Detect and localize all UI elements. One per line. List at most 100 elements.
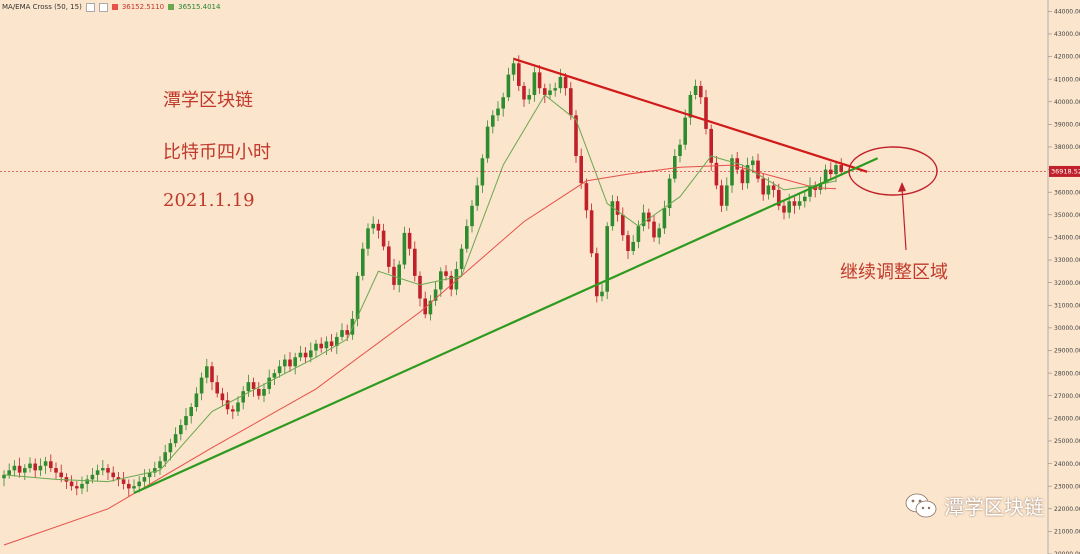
- indicator-settings-button[interactable]: [85, 2, 95, 12]
- candle-body: [839, 165, 843, 172]
- candle-body: [272, 373, 277, 378]
- callout-annotation: 继续调整区域: [840, 262, 948, 283]
- candle-body: [641, 212, 646, 227]
- y-tick-label: 31000.00: [1054, 302, 1080, 309]
- candle-body: [329, 341, 334, 346]
- candle-body: [381, 230, 386, 247]
- candle-body: [548, 90, 552, 95]
- candle-body: [667, 178, 672, 209]
- trendlines: [133, 57, 879, 494]
- y-tick-label: 34000.00: [1054, 235, 1080, 242]
- candle-body: [2, 474, 6, 479]
- candle-body: [173, 434, 178, 444]
- candle-body: [194, 393, 199, 408]
- candle-body: [298, 352, 303, 358]
- candle-body: [740, 169, 745, 184]
- candle-body: [215, 382, 219, 394]
- candle-body: [522, 85, 526, 100]
- candle-body: [745, 165, 750, 184]
- candle-body: [277, 366, 282, 374]
- candle-body: [766, 185, 771, 195]
- candle-body: [527, 94, 531, 100]
- watermark: 潭学区块链: [904, 491, 1044, 520]
- candle-body: [491, 115, 495, 127]
- candle-body: [688, 94, 693, 118]
- candle-body: [673, 156, 677, 179]
- candle-body: [797, 201, 802, 206]
- candle-body: [454, 269, 459, 290]
- candle-body: [444, 271, 448, 276]
- wechat-icon: [905, 493, 937, 517]
- candle-body: [220, 393, 225, 401]
- candle-body: [309, 350, 313, 358]
- candle-body: [324, 341, 329, 349]
- candle-body: [657, 228, 661, 238]
- indicator-close-button[interactable]: [98, 2, 108, 12]
- candle-body: [288, 359, 292, 367]
- y-tick-label: 38000.00: [1054, 144, 1080, 151]
- candle-body: [33, 463, 37, 471]
- candle-body: [574, 115, 578, 157]
- candle-body: [605, 226, 609, 292]
- candle-body: [38, 465, 43, 471]
- candlestick-series: [2, 55, 843, 497]
- y-tick-label: 33000.00: [1054, 257, 1080, 264]
- candle-body: [184, 416, 188, 426]
- candle-body: [693, 85, 698, 95]
- candle-body: [75, 486, 79, 489]
- candle-body: [257, 388, 261, 396]
- candle-body: [340, 330, 344, 337]
- candle-body: [709, 128, 713, 163]
- ma50-line: [3, 164, 837, 546]
- indicator-name: MA/EMA Cross (50, 15): [2, 3, 82, 11]
- candle-body: [7, 470, 11, 475]
- candle-body: [49, 461, 53, 469]
- candle-body: [626, 235, 630, 251]
- candle-body: [137, 481, 141, 487]
- candle-body: [589, 210, 594, 254]
- y-tick-label: 43000.00: [1054, 31, 1080, 38]
- candle-body: [485, 126, 490, 159]
- date-annotation: 2021.1.19: [163, 190, 255, 211]
- callout-arrow: [901, 187, 907, 251]
- candle-body: [17, 465, 22, 473]
- candle-body: [511, 63, 516, 75]
- y-tick-label: 29000.00: [1054, 348, 1080, 355]
- adjustment-zone-circle: [848, 146, 938, 196]
- watermark-text: 潭学区块链: [944, 495, 1044, 519]
- candle-body: [631, 241, 635, 251]
- candle-body: [361, 248, 365, 276]
- candle-body: [205, 366, 209, 378]
- price-axis[interactable]: 20000.00 21000.00 22000.00 23000.00 24000.00…: [1047, 0, 1080, 554]
- candle-body: [829, 169, 833, 175]
- candle-body: [823, 169, 828, 184]
- current-price-tag: 36918.52: [1049, 165, 1080, 177]
- candle-body: [563, 76, 568, 89]
- candle-body: [402, 232, 407, 265]
- candle-body: [69, 481, 74, 487]
- candle-body: [423, 298, 427, 315]
- candle-body: [142, 477, 147, 482]
- candle-body: [475, 185, 479, 206]
- candle-body: [179, 425, 183, 435]
- title-annotation: 比特币四小时: [163, 142, 271, 163]
- candle-body: [189, 407, 193, 417]
- candle-body: [132, 486, 136, 489]
- candle-body: [433, 289, 438, 301]
- candle-body: [397, 264, 401, 285]
- candle-body: [761, 178, 765, 195]
- candle-body: [267, 377, 271, 389]
- candle-body: [725, 185, 729, 206]
- candle-body: [85, 479, 89, 484]
- y-tick-label: 41000.00: [1054, 76, 1080, 83]
- candle-body: [480, 158, 485, 186]
- candle-body: [366, 228, 370, 249]
- price-axis-background: [1048, 0, 1080, 554]
- y-tick-label: 28000.00: [1054, 370, 1080, 377]
- candle-body: [636, 226, 641, 242]
- candle-body: [168, 443, 173, 453]
- candle-body: [387, 246, 391, 267]
- candle-body: [506, 74, 511, 98]
- candle-body: [163, 452, 167, 462]
